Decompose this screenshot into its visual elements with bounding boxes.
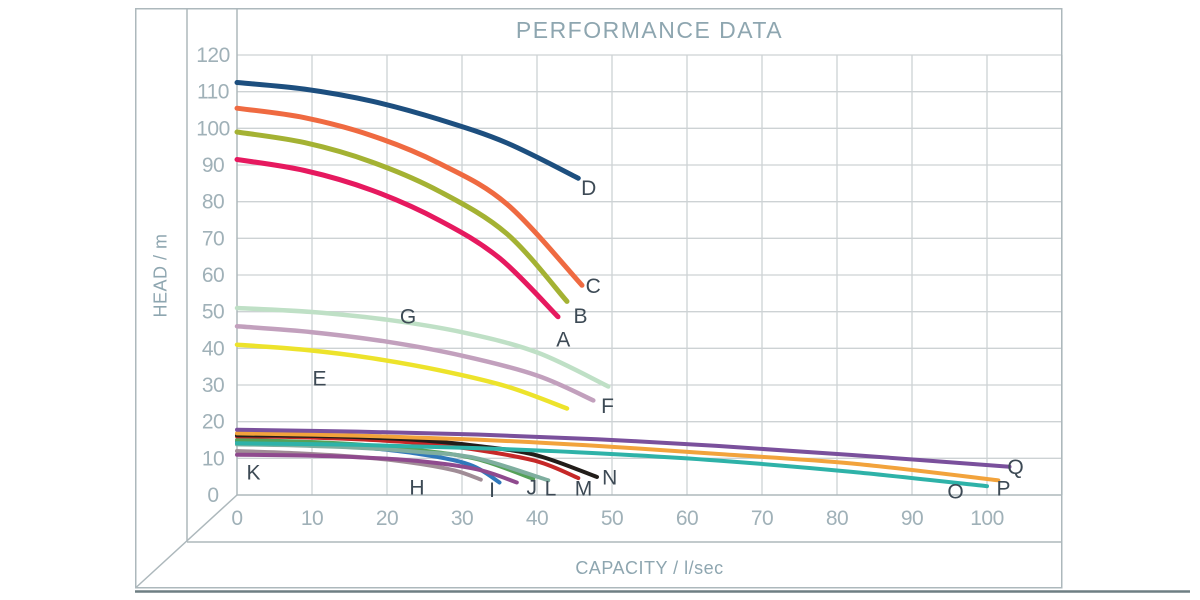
grid-lines bbox=[237, 54, 1063, 495]
curve-label-J: J bbox=[527, 477, 538, 500]
curve-letter-labels: H I K J L M N O PQ E F G ABC D bbox=[246, 177, 1023, 503]
curve-B bbox=[234, 129, 570, 304]
y-tick-label-110: 110 bbox=[197, 81, 229, 104]
chart-title: PERFORMANCE DATA bbox=[515, 17, 784, 43]
performance-curves bbox=[234, 80, 1012, 489]
x-tick-label-10: 10 bbox=[301, 507, 323, 530]
curve-K bbox=[235, 452, 519, 485]
curve-A bbox=[234, 157, 561, 320]
curve-E bbox=[234, 342, 570, 411]
curve-label-F: F bbox=[601, 395, 614, 418]
curve-C bbox=[234, 105, 585, 288]
curve-label-G: G bbox=[400, 305, 416, 328]
y-tick-label-0: 0 bbox=[207, 484, 218, 507]
x-tick-label-80: 80 bbox=[826, 507, 848, 530]
curve-P bbox=[235, 431, 1001, 483]
y-tick-label-20: 20 bbox=[202, 411, 224, 434]
curve-label-A: A bbox=[556, 329, 570, 352]
y-tick-label-90: 90 bbox=[202, 154, 224, 177]
x-tick-label-90: 90 bbox=[901, 507, 923, 530]
curve-label-B: B bbox=[573, 305, 587, 328]
curve-label-H: H bbox=[409, 477, 424, 500]
curve-label-Q: Q bbox=[1007, 456, 1023, 479]
curve-label-C: C bbox=[586, 275, 601, 298]
curve-label-D: D bbox=[581, 177, 596, 200]
curve-O bbox=[235, 441, 989, 489]
curve-G bbox=[234, 305, 611, 389]
curve-D bbox=[234, 80, 581, 181]
curve-label-M: M bbox=[575, 477, 593, 500]
x-tick-label-100: 100 bbox=[970, 507, 1004, 530]
curve-label-E: E bbox=[312, 367, 326, 390]
y-tick-label-100: 100 bbox=[196, 117, 230, 140]
curve-label-L: L bbox=[545, 477, 557, 500]
x-tick-label-40: 40 bbox=[526, 507, 548, 530]
curve-label-N: N bbox=[602, 466, 617, 489]
curve-Q bbox=[235, 427, 1012, 469]
x-tick-label-50: 50 bbox=[601, 507, 623, 530]
x-tick-label-20: 20 bbox=[376, 507, 398, 530]
y-tick-label-80: 80 bbox=[202, 191, 224, 214]
y-tick-label-120: 120 bbox=[196, 44, 230, 67]
y-tick-label-40: 40 bbox=[202, 337, 224, 360]
x-tick-label-0: 0 bbox=[231, 507, 242, 530]
outer-frame bbox=[135, 8, 1063, 589]
y-tick-label-50: 50 bbox=[202, 301, 224, 324]
x-axis-title: CAPACITY / l/sec bbox=[575, 558, 724, 578]
curve-label-P: P bbox=[996, 477, 1010, 500]
y-tick-label-30: 30 bbox=[202, 374, 224, 397]
axis-tick-labels: 0 10 20 30 40 50 60 70 80 90 100 110 120 0 10 20 30 40 50 6… bbox=[196, 44, 1004, 530]
y-tick-label-10: 10 bbox=[202, 447, 224, 470]
curve-label-K: K bbox=[246, 461, 260, 484]
curve-F bbox=[234, 324, 596, 403]
x-tick-label-70: 70 bbox=[751, 507, 773, 530]
y-axis-title: HEAD / m bbox=[150, 233, 171, 318]
curve-label-I: I bbox=[489, 479, 495, 502]
corner-diagonal bbox=[135, 494, 238, 589]
x-tick-label-30: 30 bbox=[451, 507, 473, 530]
curve-label-O: O bbox=[947, 480, 963, 503]
y-tick-label-60: 60 bbox=[202, 264, 224, 287]
x-tick-label-60: 60 bbox=[676, 507, 698, 530]
y-tick-label-70: 70 bbox=[202, 227, 224, 250]
